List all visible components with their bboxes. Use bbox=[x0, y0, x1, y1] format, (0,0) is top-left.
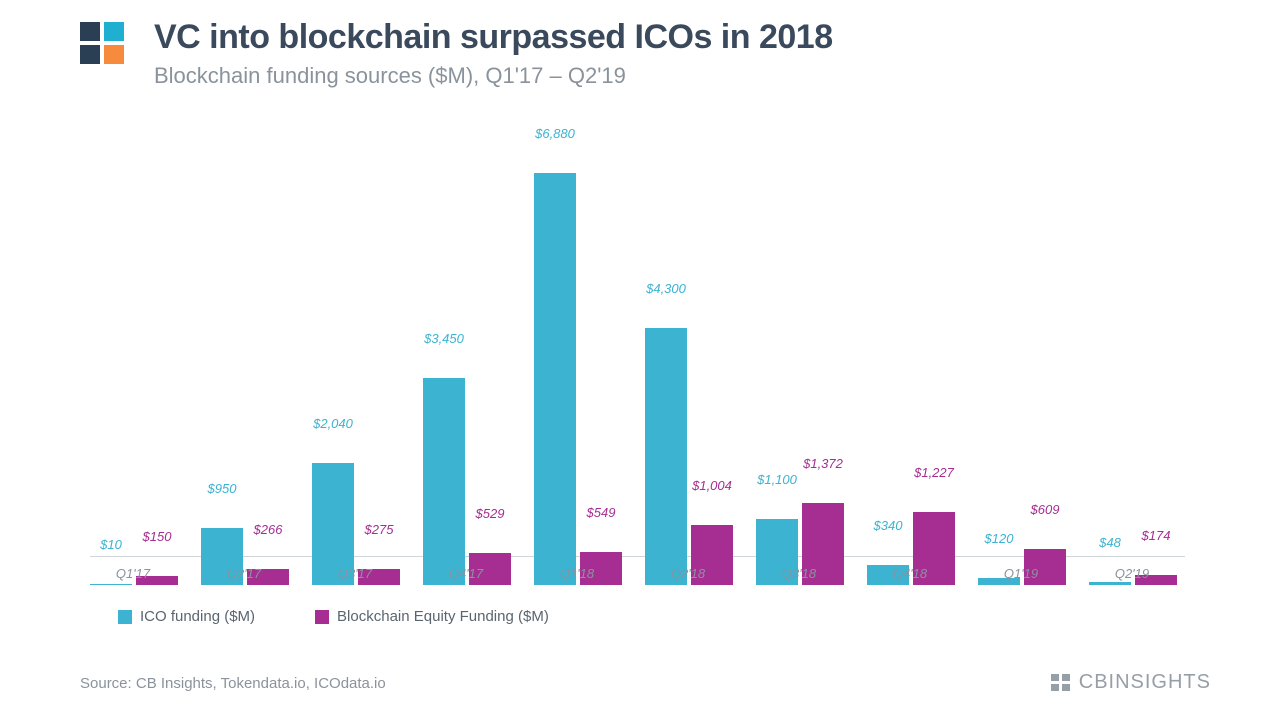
chart-plot-area: $10$150Q1'17$950$266Q2'17$2,040$275Q3'17… bbox=[90, 145, 1185, 585]
bar-label-equity: $1,372 bbox=[793, 456, 853, 471]
bar-label-equity: $174 bbox=[1126, 528, 1186, 543]
bar-label-ico: $2,040 bbox=[303, 416, 363, 431]
legend: ICO funding ($M) Blockchain Equity Fundin… bbox=[118, 608, 549, 625]
legend-swatch-icon bbox=[118, 610, 132, 624]
bar-label-ico: $3,450 bbox=[414, 331, 474, 346]
x-category-label: Q4'18 bbox=[861, 566, 959, 581]
title-block: VC into blockchain surpassed ICOs in 201… bbox=[154, 18, 1231, 89]
footer-brand-text: CBINSIGHTS bbox=[1079, 671, 1211, 694]
bar-label-equity: $609 bbox=[1015, 502, 1075, 517]
bar-label-equity: $1,004 bbox=[682, 478, 742, 493]
bar-label-ico: $4,300 bbox=[636, 281, 696, 296]
x-category-label: Q4'17 bbox=[417, 566, 515, 581]
bar-ico bbox=[423, 378, 465, 585]
bar-label-ico: $950 bbox=[192, 481, 252, 496]
x-category-label: Q2'19 bbox=[1083, 566, 1181, 581]
bar-label-equity: $275 bbox=[349, 522, 409, 537]
x-category-label: Q1'19 bbox=[972, 566, 1070, 581]
x-category-label: Q3'17 bbox=[306, 566, 404, 581]
bar-label-equity: $266 bbox=[238, 522, 298, 537]
x-axis-baseline bbox=[90, 556, 1185, 557]
bar-ico bbox=[1089, 582, 1131, 585]
bar-label-ico: $6,880 bbox=[525, 126, 585, 141]
legend-swatch-icon bbox=[315, 610, 329, 624]
legend-label: ICO funding ($M) bbox=[140, 608, 255, 625]
legend-item: ICO funding ($M) bbox=[118, 608, 255, 625]
cbinsights-logo-icon bbox=[80, 22, 126, 64]
source-attribution: Source: CB Insights, Tokendata.io, ICOda… bbox=[80, 675, 386, 692]
legend-item: Blockchain Equity Funding ($M) bbox=[315, 608, 549, 625]
footer-brand: CBINSIGHTS bbox=[1051, 671, 1211, 694]
x-category-label: Q1'18 bbox=[528, 566, 626, 581]
x-category-label: Q2'18 bbox=[639, 566, 737, 581]
cbinsights-mini-icon bbox=[1051, 674, 1071, 692]
chart-header: VC into blockchain surpassed ICOs in 201… bbox=[80, 18, 1231, 89]
bar-ico bbox=[534, 173, 576, 585]
bar-label-equity: $150 bbox=[127, 529, 187, 544]
legend-label: Blockchain Equity Funding ($M) bbox=[337, 608, 549, 625]
bar-label-ico: $340 bbox=[858, 518, 918, 533]
bar-label-equity: $549 bbox=[571, 505, 631, 520]
bar-label-ico: $120 bbox=[969, 531, 1029, 546]
bar-ico bbox=[90, 584, 132, 585]
bar-ico bbox=[645, 328, 687, 586]
x-category-label: Q3'18 bbox=[750, 566, 848, 581]
bar-label-ico: $1,100 bbox=[747, 472, 807, 487]
bar-label-equity: $529 bbox=[460, 506, 520, 521]
chart-subtitle: Blockchain funding sources ($M), Q1'17 –… bbox=[154, 63, 1231, 89]
bar-label-equity: $1,227 bbox=[904, 465, 964, 480]
x-category-label: Q1'17 bbox=[84, 566, 182, 581]
chart-title: VC into blockchain surpassed ICOs in 201… bbox=[154, 18, 1231, 57]
x-category-label: Q2'17 bbox=[195, 566, 293, 581]
